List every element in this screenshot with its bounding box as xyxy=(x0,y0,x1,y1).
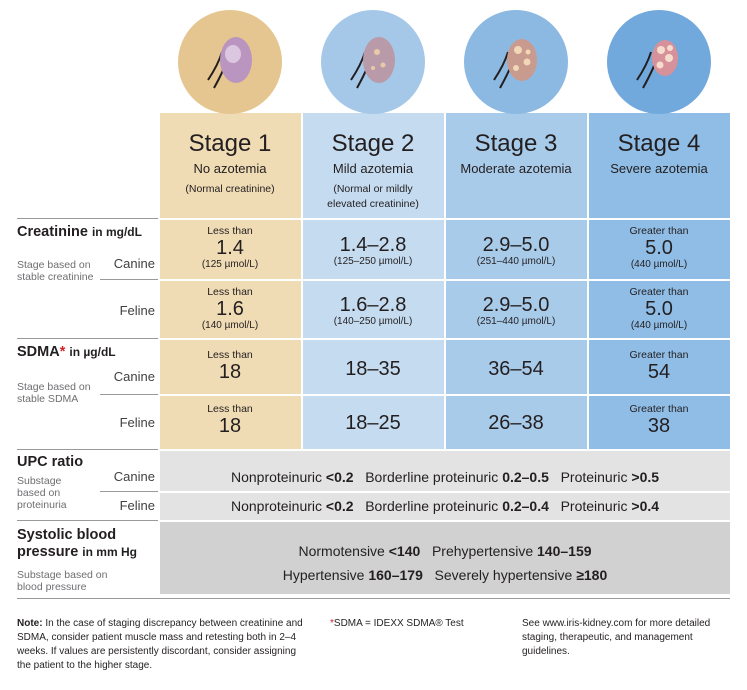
upc-desc: Substage based on proteinuria xyxy=(17,475,67,511)
sdma-title: SDMA xyxy=(17,344,60,360)
upc-feline-label: Feline xyxy=(119,498,155,513)
stage2-title: Stage 2 xyxy=(331,130,415,157)
footer-sdma: *SDMA = IDEXX SDMA® Test xyxy=(330,618,464,629)
sdma-canine-stage1: Less than 18 xyxy=(207,349,253,383)
left-divider xyxy=(17,218,158,219)
left-divider xyxy=(17,449,158,450)
upc-canine-row: Nonproteinuric <0.2 Borderline proteinur… xyxy=(230,469,660,485)
stage1-title: Stage 1 xyxy=(188,130,272,157)
creatinine-title: Creatinine xyxy=(17,224,88,240)
row-separator xyxy=(160,491,730,493)
bp-desc: Substage based on blood pressure xyxy=(17,569,108,593)
footer-note-label: Note: xyxy=(17,618,43,629)
left-divider xyxy=(17,598,730,599)
stage3-subtitle: Moderate azotemia xyxy=(460,161,572,176)
sdma-canine-label: Canine xyxy=(113,369,155,384)
stage1-subtitle: No azotemia xyxy=(193,161,267,176)
sdma-feline-stage1: Less than 18 xyxy=(207,403,253,437)
stage2-subtitle: Mild azotemia xyxy=(332,161,414,176)
stage3-column-bg xyxy=(446,113,587,449)
sdma-canine-stage2: 18–35 xyxy=(345,358,401,380)
creatinine-feline-stage4: Greater than 5.0 (440 µmol/L) xyxy=(629,286,689,331)
left-divider xyxy=(17,338,158,339)
creatinine-canine-label: Canine xyxy=(113,256,155,271)
row-separator xyxy=(160,218,730,220)
footer-note: Note: In the case of staging discrepancy… xyxy=(17,617,312,673)
creatinine-canine-stage4: Greater than 5.0 (440 µmol/L) xyxy=(629,225,689,270)
creatinine-feline-stage3: 2.9–5.0 (251–440 µmol/L) xyxy=(476,294,556,327)
upc-row-bg xyxy=(160,451,730,520)
kidney-mild-icon xyxy=(321,10,425,114)
row-separator xyxy=(160,449,730,451)
sdma-feline-label: Feline xyxy=(119,415,155,430)
stage2-note: (Normal or mildly elevated creatinine) xyxy=(327,183,419,210)
bp-heading: Systolic blood pressure in mm Hg xyxy=(17,527,137,561)
bp-row-bg xyxy=(160,522,730,594)
sdma-canine-stage4: Greater than 54 xyxy=(629,349,689,383)
kidney-severe-icon xyxy=(607,10,711,114)
stage4-title: Stage 4 xyxy=(617,130,701,157)
row-separator xyxy=(160,520,730,522)
bp-title-line2: pressure xyxy=(17,544,79,560)
stage4-column-bg xyxy=(589,113,730,449)
sdma-desc: Stage based on stable SDMA xyxy=(17,381,91,405)
creatinine-unit: in mg/dL xyxy=(91,225,142,239)
bp-row1: Normotensive <140 Prehypertensive 140–15… xyxy=(298,543,592,559)
kidney-moderate-icon xyxy=(464,10,568,114)
left-divider xyxy=(100,491,158,492)
footer-note-text: In the case of staging discrepancy betwe… xyxy=(17,618,303,671)
sdma-asterisk: * xyxy=(59,344,66,360)
stage1-note: (Normal creatinine) xyxy=(185,183,275,195)
creatinine-feline-label: Feline xyxy=(119,303,155,318)
row-separator xyxy=(160,338,730,340)
upc-canine-label: Canine xyxy=(113,469,155,484)
row-separator xyxy=(160,279,730,281)
sdma-feline-stage2: 18–25 xyxy=(345,412,401,434)
creatinine-canine-stage1: Less than 1.4 (125 µmol/L) xyxy=(201,225,259,270)
bp-title-line1: Systolic blood xyxy=(17,527,117,543)
sdma-heading: SDMA* in µg/dL xyxy=(17,344,116,361)
stage3-title: Stage 3 xyxy=(474,130,558,157)
bp-unit: in mm Hg xyxy=(82,545,137,559)
sdma-unit: in µg/dL xyxy=(69,345,116,359)
kidney-normal-icon xyxy=(178,10,282,114)
left-divider xyxy=(100,394,158,395)
stage1-column-bg xyxy=(160,113,301,449)
creatinine-feline-stage1: Less than 1.6 (140 µmol/L) xyxy=(201,286,259,331)
row-separator xyxy=(160,394,730,396)
bp-row2: Hypertensive 160–179 Severely hypertensi… xyxy=(282,567,608,583)
stage2-column-bg xyxy=(303,113,444,449)
creatinine-feline-stage2: 1.6–2.8 (140–250 µmol/L) xyxy=(333,294,413,327)
creatinine-heading: Creatinine in mg/dL xyxy=(17,224,142,241)
left-divider xyxy=(100,279,158,280)
creatinine-desc: Stage based on stable creatinine xyxy=(17,259,94,283)
sdma-feline-stage4: Greater than 38 xyxy=(629,403,689,437)
creatinine-canine-stage3: 2.9–5.0 (251–440 µmol/L) xyxy=(476,234,556,267)
sdma-canine-stage3: 36–54 xyxy=(488,358,544,380)
sdma-feline-stage3: 26–38 xyxy=(488,412,544,434)
stage4-subtitle: Severe azotemia xyxy=(610,161,708,176)
upc-title: UPC ratio xyxy=(17,454,84,470)
left-divider xyxy=(17,520,158,521)
footer-link-text: See www.iris-kidney.com for more detaile… xyxy=(522,618,711,657)
upc-feline-row: Nonproteinuric <0.2 Borderline proteinur… xyxy=(230,498,660,514)
creatinine-canine-stage2: 1.4–2.8 (125–250 µmol/L) xyxy=(333,234,413,267)
